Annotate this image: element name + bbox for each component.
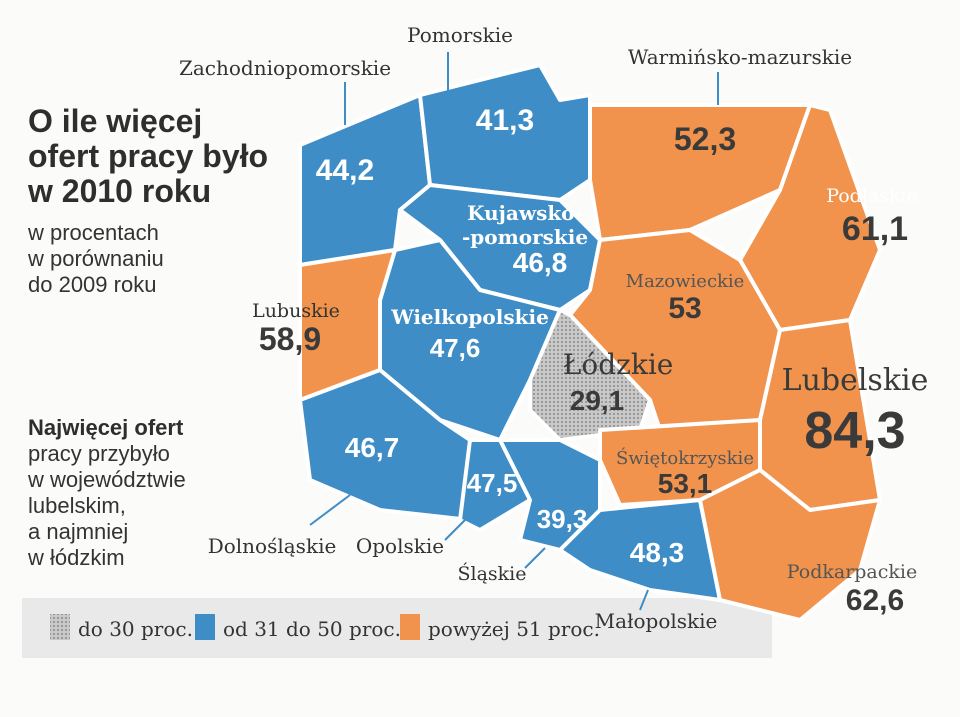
legend-swatch <box>400 614 420 640</box>
region-name: Łódzkie <box>563 348 674 381</box>
region-name: Dolnośląskie <box>208 534 337 558</box>
note: w łódzkim <box>27 545 125 570</box>
title: ofert pracy było <box>28 138 268 174</box>
region <box>698 468 882 622</box>
leader-lines <box>309 52 719 611</box>
region-name: Lubuskie <box>252 300 340 322</box>
region-value: 46,7 <box>345 432 400 463</box>
title: O ile więcej <box>28 103 202 139</box>
region-name: Podkarpackie <box>787 561 918 583</box>
subtitle: w porównaniu <box>27 246 164 271</box>
legend-label: od 31 do 50 proc. <box>223 617 401 641</box>
region-name: Kujawsko- <box>467 201 583 225</box>
map <box>298 63 882 622</box>
legend-label: do 30 proc. <box>78 617 193 641</box>
region-value: 39,3 <box>537 504 588 534</box>
legend-swatch <box>195 614 215 640</box>
note: w województwie <box>27 467 186 492</box>
region-name: -pomorskie <box>462 225 588 249</box>
region-value: 58,9 <box>259 321 321 357</box>
region-value: 52,3 <box>674 121 736 157</box>
region-value: 62,6 <box>846 584 904 617</box>
title: w 2010 roku <box>27 173 211 209</box>
region-name: Opolskie <box>356 534 444 558</box>
region-value: 53,1 <box>658 468 713 499</box>
region-name: Warmińsko-mazurskie <box>628 45 852 69</box>
region <box>528 308 652 442</box>
legend-label: powyżej 51 proc. <box>428 617 600 641</box>
region-value: 48,3 <box>630 537 685 568</box>
region-value: 47,5 <box>467 468 518 498</box>
region-name: Pomorskie <box>407 23 513 47</box>
region-value: 53 <box>668 292 701 325</box>
region-name: Śląskie <box>457 562 526 585</box>
region-value: 44,2 <box>316 154 374 187</box>
region-name: Zachodniopomorskie <box>179 56 391 80</box>
region-name: Podlaskie <box>826 185 918 207</box>
region-name: Małopolskie <box>595 609 718 633</box>
region-value: 46,8 <box>513 247 568 278</box>
region <box>298 248 397 402</box>
region-value: 47,6 <box>430 333 481 363</box>
labels: Zachodniopomorskie 44,2 Pomorskie 41,3 Warmi… <box>179 23 928 633</box>
note: pracy przybyło <box>28 441 170 466</box>
region-name: Mazowieckie <box>626 271 745 292</box>
region-name: Świętokrzyskie <box>616 446 754 469</box>
legend-swatch <box>50 614 70 640</box>
legend-panel <box>22 598 772 658</box>
region-value: 61,1 <box>842 210 908 248</box>
region-value: 41,3 <box>476 104 534 137</box>
subtitle: do 2009 roku <box>28 272 156 297</box>
note-heading: Najwięcej ofert <box>28 415 184 440</box>
region-value: 29,1 <box>570 385 625 416</box>
region-name: Lubelskie <box>782 363 929 398</box>
subtitle: w procentach <box>27 220 159 245</box>
region-name: Wielkopolskie <box>390 305 549 329</box>
note: lubelskim, <box>28 493 126 518</box>
note: a najmniej <box>28 519 128 544</box>
region-value: 84,3 <box>804 402 905 460</box>
